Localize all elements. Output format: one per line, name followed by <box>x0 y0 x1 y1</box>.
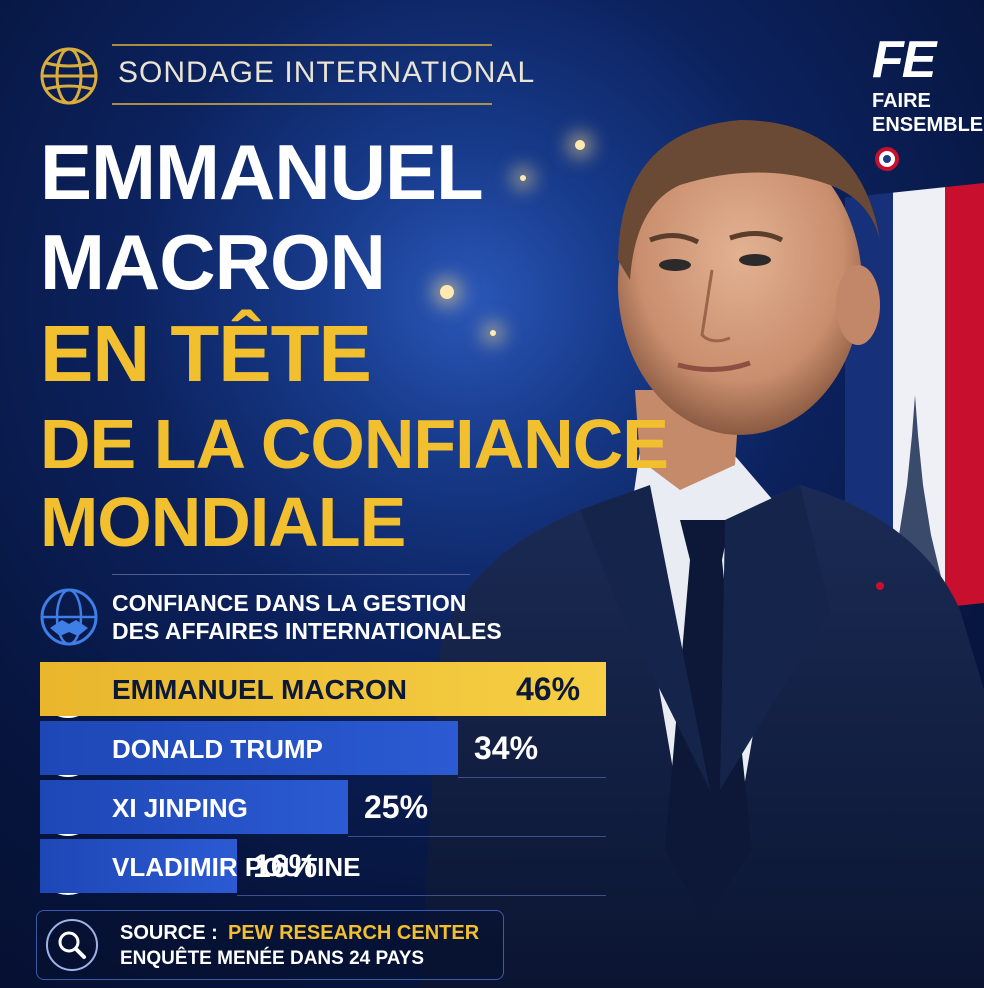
bar-value: 46% <box>516 671 581 707</box>
handshake-globe-icon <box>40 588 98 646</box>
row-divider <box>237 895 606 896</box>
source-prefix: SOURCE : <box>120 922 218 944</box>
bar-value: 34% <box>474 730 539 766</box>
title-line-5: MONDIALE <box>40 483 406 561</box>
globe-icon <box>40 47 98 105</box>
title-line-4: DE LA CONFIANCE <box>40 405 669 483</box>
bar-label: VLADIMIR POUTINE <box>112 852 361 882</box>
bar-label: DONALD TRUMP <box>112 734 323 764</box>
portrait-illustration <box>420 120 984 988</box>
city-light <box>490 330 496 336</box>
search-icon <box>46 919 98 971</box>
row-divider <box>348 836 606 837</box>
bar-donald-trump <box>40 721 458 775</box>
bar-label: EMMANUEL MACRON <box>112 674 408 705</box>
kicker: SONDAGE INTERNATIONAL <box>118 56 536 89</box>
city-light <box>440 285 454 299</box>
section-title-line-2: DES AFFAIRES INTERNATIONALES <box>112 618 502 644</box>
city-light <box>575 140 585 150</box>
logo-line-2: ENSEMBLE <box>872 114 984 136</box>
bar-vladimir-poutine <box>40 839 237 893</box>
title-line-2: MACRON <box>40 218 386 306</box>
city-light <box>520 175 526 181</box>
title-line-3: EN TÊTE <box>40 309 372 398</box>
bar-value: 25% <box>364 789 429 825</box>
kicker-top-rule <box>112 44 492 46</box>
bar-emmanuel-macron <box>40 662 606 716</box>
bar-xi-jinping <box>40 780 348 834</box>
bar-value: 16% <box>253 848 318 884</box>
french-cockade-icon <box>875 147 899 171</box>
source-name: PEW RESEARCH CENTER <box>228 922 480 944</box>
kicker-bottom-rule <box>112 103 492 105</box>
title-line-1: EMMANUEL <box>40 128 484 216</box>
bar-label: XI JINPING <box>112 793 248 823</box>
logo-line-1: FAIRE <box>872 90 931 112</box>
row-divider <box>458 777 606 778</box>
source-box <box>36 910 504 980</box>
source-note: ENQUÊTE MENÉE DANS 24 PAYS <box>120 948 425 969</box>
section-top-rule <box>112 574 470 575</box>
section-title-line-1: CONFIANCE DANS LA GESTION <box>112 590 467 616</box>
logo-mark: FE <box>872 31 936 89</box>
